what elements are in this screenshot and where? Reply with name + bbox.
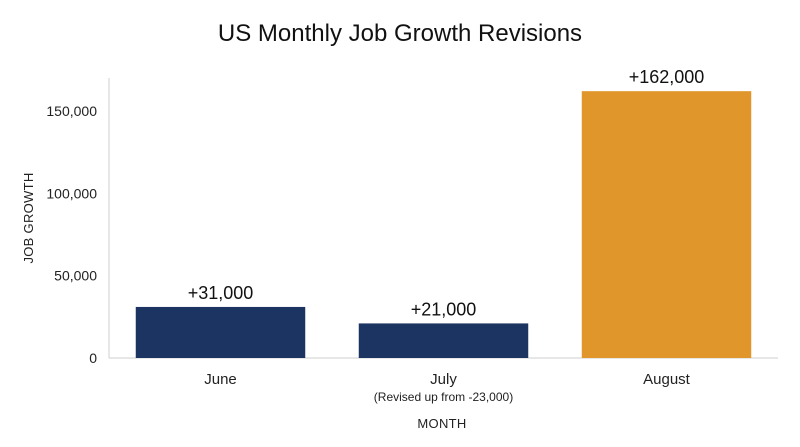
y-tick-label: 0 bbox=[89, 350, 97, 366]
chart-title: US Monthly Job Growth Revisions bbox=[218, 20, 582, 47]
x-tick-label: June bbox=[204, 371, 237, 388]
y-axis-label: JOB GROWTH bbox=[21, 172, 36, 263]
x-tick-label: August bbox=[643, 371, 691, 388]
bar-group bbox=[135, 91, 752, 359]
y-tick-label: 100,000 bbox=[46, 185, 97, 201]
bar-july bbox=[358, 323, 529, 358]
x-tick-note: (Revised up from -23,000) bbox=[374, 390, 513, 404]
data-label: +21,000 bbox=[411, 299, 477, 319]
bar-august bbox=[581, 91, 752, 359]
y-tick-label: 50,000 bbox=[54, 268, 97, 284]
bar-june bbox=[135, 306, 306, 358]
x-tick-label: July bbox=[430, 371, 457, 388]
data-label: +31,000 bbox=[188, 283, 254, 303]
y-tick-label: 150,000 bbox=[46, 103, 97, 119]
x-axis-label: MONTH bbox=[417, 416, 466, 431]
data-label: +162,000 bbox=[629, 67, 705, 87]
label-group: +31,000 June +21,000 July (Revised up from -… bbox=[188, 67, 705, 404]
y-tick-group: 0 50,000 100,000 150,000 bbox=[46, 103, 97, 366]
